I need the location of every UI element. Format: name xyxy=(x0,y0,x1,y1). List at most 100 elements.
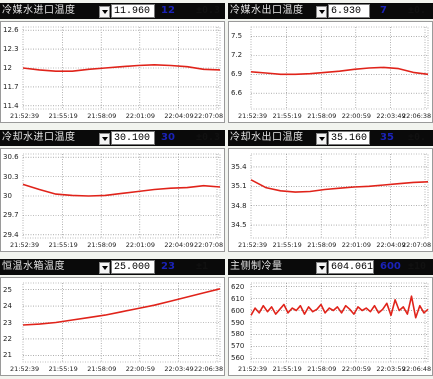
x-tick-label: 21:52:39 xyxy=(238,112,268,120)
trend-chart: 12.6 12.3 12 11.7 11.4 21:52:39 21:55:19 21:58:… xyxy=(0,21,225,123)
trend-svg xyxy=(22,153,221,239)
panel-title: 冷媒水出口温度 xyxy=(230,5,304,16)
chevron-down-icon[interactable] xyxy=(99,262,110,274)
chevron-down-icon[interactable] xyxy=(99,6,110,18)
x-tick-label: 22:03:49 xyxy=(164,365,194,373)
y-tick-label: 590 xyxy=(231,318,245,327)
panel-chw-outlet: 冷媒水出口温度 6.930 7 ±0. 7.5 7.2 6.9 6.6 21:52:39… xyxy=(228,3,433,123)
x-tick-label: 22:01:09 xyxy=(125,112,155,120)
x-tick-label: 22:06:38 xyxy=(402,112,432,120)
y-tick-label: 35.4 xyxy=(231,162,247,171)
y-tick-label: 34.5 xyxy=(231,221,247,230)
y-tick-label: 21 xyxy=(3,351,12,360)
trend-line xyxy=(22,288,221,326)
trend-chart: 30.6 30.3 30 29.7 29.4 21:52:39 21:55:19 21:58:… xyxy=(0,148,225,252)
trend-chart: 7.5 7.2 6.9 6.6 21:52:39 21:55:19 21:58:09 22:0… xyxy=(228,21,433,123)
y-tick-label: 6.6 xyxy=(231,89,243,98)
trend-line xyxy=(250,66,429,76)
x-tick-label: 21:52:39 xyxy=(10,112,40,120)
x-tick-label: 21:58:09 xyxy=(307,241,337,249)
trend-line xyxy=(22,183,221,197)
trend-chart: 35.4 35.1 34.8 34.5 21:52:39 21:55:19 21:58:09… xyxy=(228,148,433,252)
y-tick-label: 560 xyxy=(231,354,245,363)
trend-line xyxy=(250,295,429,319)
x-tick-label: 22:03:49 xyxy=(376,112,406,120)
chevron-down-icon[interactable] xyxy=(316,133,327,145)
value-field: 6.930 xyxy=(328,4,370,18)
tolerance-value: ±0. xyxy=(408,5,427,16)
x-tick-label: 21:55:19 xyxy=(272,241,302,249)
x-tick-label: 22:07:08 xyxy=(402,241,432,249)
x-tick-label: 21:55:19 xyxy=(48,365,78,373)
y-tick-label: 620 xyxy=(231,282,245,291)
y-tick-label: 12.6 xyxy=(3,26,19,35)
trend-svg xyxy=(250,282,429,363)
y-tick-label: 29.7 xyxy=(3,211,19,220)
y-tick-label: 11.4 xyxy=(3,101,19,110)
count-value: 12 xyxy=(161,5,175,16)
panel-title: 冷却水进口温度 xyxy=(2,132,76,143)
value-field: 25.000 xyxy=(111,260,155,274)
trend-chart: 620 610 600 590 580 570 560 21:52:39 21:55:19 21:… xyxy=(228,277,433,376)
count-value: 600 xyxy=(380,261,401,272)
tolerance-value: ±0.3 xyxy=(196,132,221,143)
x-tick-label: 21:55:19 xyxy=(48,241,78,249)
trend-line xyxy=(22,63,221,73)
panel-title: 主侧制冷量 xyxy=(230,261,283,272)
y-tick-label: 600 xyxy=(231,306,245,315)
x-tick-label: 22:00:59 xyxy=(341,112,371,120)
y-tick-label: 11.7 xyxy=(3,82,19,91)
x-tick-label: 22:00:59 xyxy=(341,365,371,373)
x-tick-label: 22:04:09 xyxy=(164,241,194,249)
panel-title: 冷却水出口温度 xyxy=(230,132,304,143)
chevron-down-icon[interactable] xyxy=(316,262,327,274)
y-tick-label: 580 xyxy=(231,330,245,339)
value-field: 11.960 xyxy=(111,4,155,18)
panel-title: 冷媒水进口温度 xyxy=(2,5,76,16)
y-tick-label: 30.6 xyxy=(3,153,19,162)
x-tick-label: 22:04:09 xyxy=(164,112,194,120)
y-tick-label: 7.2 xyxy=(231,51,243,60)
trend-line xyxy=(250,179,429,193)
chevron-down-icon[interactable] xyxy=(316,6,327,18)
panel-tank-temp: 恒温水箱温度 25.000 23 ±1 25 24 23 22 21 21:52:39 21… xyxy=(0,259,225,376)
x-tick-label: 21:58:09 xyxy=(307,365,337,373)
x-tick-label: 22:03:59 xyxy=(376,365,406,373)
panel-cw-inlet: 冷却水进口温度 30.100 30 ±0.3 30.6 30.3 30 29.7 29.… xyxy=(0,130,225,252)
tolerance-value: ±0.3 xyxy=(196,5,221,16)
panel-cw-outlet: 冷却水出口温度 35.160 35 ±0. 35.4 35.1 34.8 34.5 21… xyxy=(228,130,433,252)
x-tick-label: 22:07:08 xyxy=(194,241,224,249)
x-tick-label: 21:58:09 xyxy=(87,365,117,373)
panel-title: 恒温水箱温度 xyxy=(2,261,65,272)
x-tick-label: 21:58:09 xyxy=(87,241,117,249)
trend-chart: 25 24 23 22 21 21:52:39 21:55:19 21:58:09 22:00:… xyxy=(0,277,225,376)
x-tick-label: 21:58:09 xyxy=(87,112,117,120)
trend-svg xyxy=(22,282,221,363)
x-tick-label: 22:04:09 xyxy=(376,241,406,249)
y-tick-label: 29.4 xyxy=(3,230,19,239)
tolerance-value: ±10 xyxy=(408,261,427,272)
count-value: 30 xyxy=(161,132,175,143)
x-tick-label: 21:52:39 xyxy=(10,241,40,249)
grid-frame xyxy=(22,26,221,110)
x-tick-label: 22:00:59 xyxy=(125,365,155,373)
x-tick-label: 21:52:39 xyxy=(10,365,40,373)
y-tick-label: 30.3 xyxy=(3,172,19,181)
y-tick-label: 12.3 xyxy=(3,45,19,54)
x-tick-label: 22:01:09 xyxy=(125,241,155,249)
x-tick-label: 21:55:19 xyxy=(48,112,78,120)
value-field: 30.100 xyxy=(111,131,155,145)
tolerance-value: ±1 xyxy=(196,261,209,272)
y-tick-label: 35.1 xyxy=(231,182,247,191)
count-value: 35 xyxy=(380,132,394,143)
x-tick-label: 22:06:48 xyxy=(402,365,432,373)
chevron-down-icon[interactable] xyxy=(99,133,110,145)
x-tick-label: 21:55:19 xyxy=(272,365,302,373)
value-field: 604.061 xyxy=(328,260,374,274)
y-tick-label: 23 xyxy=(3,318,12,327)
tolerance-value: ±0. xyxy=(408,132,427,143)
y-tick-label: 12 xyxy=(3,64,12,72)
trend-svg xyxy=(250,153,429,239)
grid-frame xyxy=(250,153,429,239)
x-tick-label: 21:58:09 xyxy=(307,112,337,120)
